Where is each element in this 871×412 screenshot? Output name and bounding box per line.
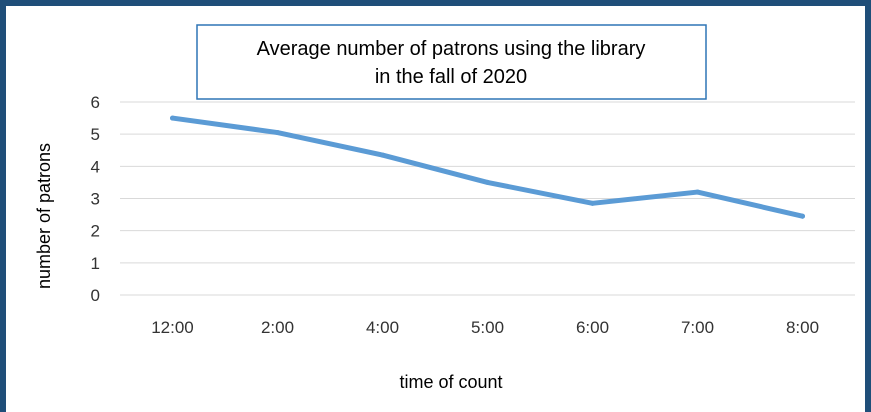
data-point <box>590 200 595 206</box>
y-axis-title: number of patrons <box>34 143 54 289</box>
y-tick-label: 2 <box>91 222 100 241</box>
x-tick-label: 2:00 <box>261 318 294 337</box>
y-tick-label: 4 <box>91 157 100 176</box>
y-tick-label: 3 <box>91 190 100 209</box>
x-tick-labels: 12:00 2:00 4:00 5:00 6:00 7:00 8:00 <box>151 318 819 337</box>
series-group <box>170 115 805 219</box>
chart-title-line-2: in the fall of 2020 <box>375 66 527 88</box>
series-line-0 <box>170 115 805 219</box>
y-tick-label: 1 <box>91 254 100 273</box>
x-axis-title: time of count <box>399 372 502 392</box>
data-point <box>275 130 280 136</box>
x-tick-label: 7:00 <box>681 318 714 337</box>
y-tick-label: 6 <box>91 93 100 112</box>
chart-title-line-1: Average number of patrons using the libr… <box>257 38 646 60</box>
data-point <box>800 213 805 219</box>
gridlines <box>120 101 855 296</box>
data-point <box>695 189 700 195</box>
x-tick-label: 5:00 <box>471 318 504 337</box>
data-point <box>170 115 175 121</box>
y-tick-label: 5 <box>91 125 100 144</box>
y-tick-label: 0 <box>91 286 100 305</box>
data-point <box>380 152 385 158</box>
data-point <box>485 179 490 185</box>
x-tick-label: 4:00 <box>366 318 399 337</box>
y-tick-labels: 0 1 2 3 4 5 6 <box>91 93 100 305</box>
x-tick-label: 8:00 <box>786 318 819 337</box>
x-tick-label: 6:00 <box>576 318 609 337</box>
x-tick-label: 12:00 <box>151 318 194 337</box>
chart-title-box <box>196 24 707 100</box>
